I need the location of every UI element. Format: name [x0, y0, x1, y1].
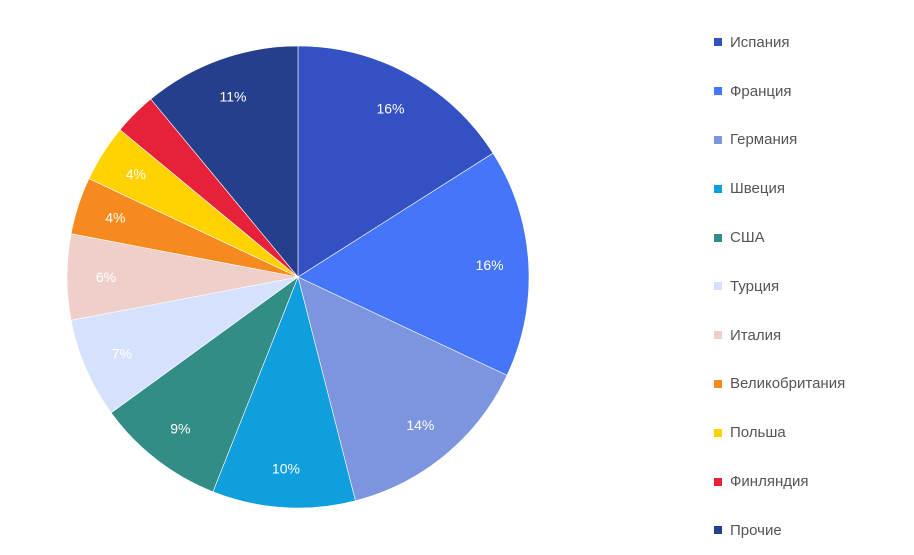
slice-percent-label: 16%: [476, 257, 504, 273]
legend-swatch: [714, 87, 722, 96]
legend-swatch: [714, 135, 722, 144]
pie-slice: [297, 45, 494, 278]
legend-swatch: [714, 526, 722, 535]
legend-swatch: [714, 184, 722, 193]
slice-percent-label: 6%: [96, 269, 116, 285]
slice-percent-label: 7%: [112, 345, 132, 361]
pie-slice: [297, 276, 508, 502]
legend-label: Франция: [730, 82, 792, 100]
pie-slice: [297, 152, 530, 376]
legend-swatch: [714, 477, 722, 486]
legend-item[interactable]: Испания: [714, 18, 845, 67]
pie-slice: [70, 276, 299, 414]
legend-item[interactable]: Польша: [714, 408, 845, 457]
legend-label: Германия: [730, 131, 798, 149]
legend-swatch: [714, 379, 722, 388]
pie-slice: [110, 276, 299, 493]
legend-label: Италия: [730, 326, 782, 344]
slice-percent-label: 4%: [105, 210, 125, 226]
slice-percent-label: 16%: [376, 101, 404, 117]
slice-percent-label: 11%: [219, 88, 246, 104]
legend-swatch: [714, 38, 722, 47]
legend-label: Испания: [730, 33, 790, 51]
legend-swatch: [714, 233, 722, 242]
legend-item[interactable]: Великобритания: [714, 360, 845, 409]
legend-item[interactable]: Франция: [714, 67, 845, 116]
legend-item[interactable]: Швеция: [714, 164, 845, 213]
legend-item[interactable]: Германия: [714, 116, 845, 165]
legend-item[interactable]: Финляндия: [714, 457, 845, 506]
legend-item[interactable]: США: [714, 213, 845, 262]
slice-percent-label: 14%: [406, 417, 434, 433]
legend-label: США: [730, 229, 765, 247]
legend-swatch: [714, 282, 722, 291]
legend-item[interactable]: Турция: [714, 262, 845, 311]
legend-label: Финляндия: [730, 473, 809, 491]
legend-label: Прочие: [730, 521, 782, 539]
legend-swatch: [714, 428, 722, 437]
legend-label: Швеция: [730, 180, 785, 198]
slice-percent-label: 10%: [272, 461, 300, 477]
slice-percent-label: 4%: [126, 166, 146, 182]
legend-item[interactable]: Италия: [714, 311, 845, 360]
pie-slices: [66, 45, 530, 509]
legend-swatch: [714, 331, 722, 340]
legend-label: Турция: [730, 277, 780, 295]
slice-percent-label: 9%: [170, 421, 190, 437]
legend-label: Польша: [730, 424, 786, 442]
pie-slice: [212, 276, 356, 509]
pie-slice: [150, 45, 299, 278]
legend: Испания Франция Германия Швеция США Турция Ита…: [714, 18, 845, 555]
legend-item[interactable]: Прочие: [714, 506, 845, 555]
pie-labels: 16% 16% 14% 10% 9% 7% 6% 4% 4% 11%: [96, 88, 504, 476]
legend-label: Великобритания: [730, 375, 846, 393]
